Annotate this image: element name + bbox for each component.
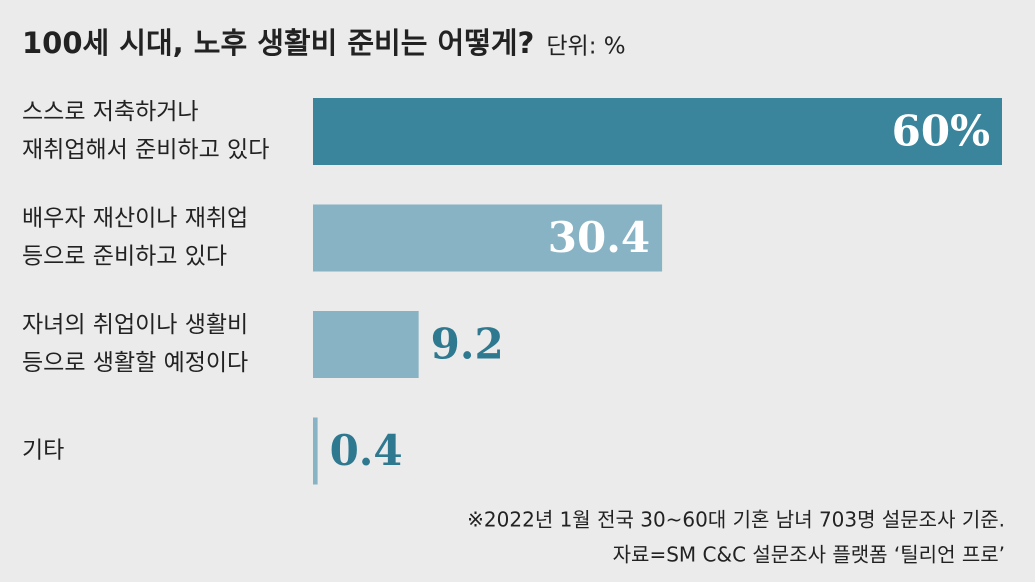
- bar: [313, 98, 1002, 165]
- unit-label: 단위: %: [546, 34, 625, 60]
- category-label: 기타: [22, 438, 64, 464]
- category-label: 등으로 생활할 예정이다: [22, 350, 248, 376]
- category-label: 자녀의 취업이나 생활비: [22, 312, 248, 338]
- category-label: 배우자 재산이나 재취업: [22, 206, 248, 232]
- category-label: 등으로 준비하고 있다: [22, 244, 227, 270]
- source: 자료=SM C&C 설문조사 플랫폼 ‘틸리언 프로’: [613, 543, 1005, 567]
- value-label: 30.4: [548, 213, 650, 262]
- bar: [313, 417, 318, 485]
- value-label: 60%: [892, 107, 990, 156]
- bar: [313, 204, 663, 272]
- footnote: ※2022년 1월 전국 30~60대 기혼 남녀 703명 설문조사 기준.: [467, 508, 1005, 532]
- value-label: 9.2: [431, 320, 504, 369]
- category-label: 재취업해서 준비하고 있다: [22, 137, 269, 163]
- category-label: 스스로 저축하거나: [22, 99, 199, 125]
- value-label: 0.4: [330, 426, 403, 475]
- bar: [313, 311, 419, 378]
- chart-title: 100세 시대, 노후 생활비 준비는 어떻게?: [22, 26, 534, 60]
